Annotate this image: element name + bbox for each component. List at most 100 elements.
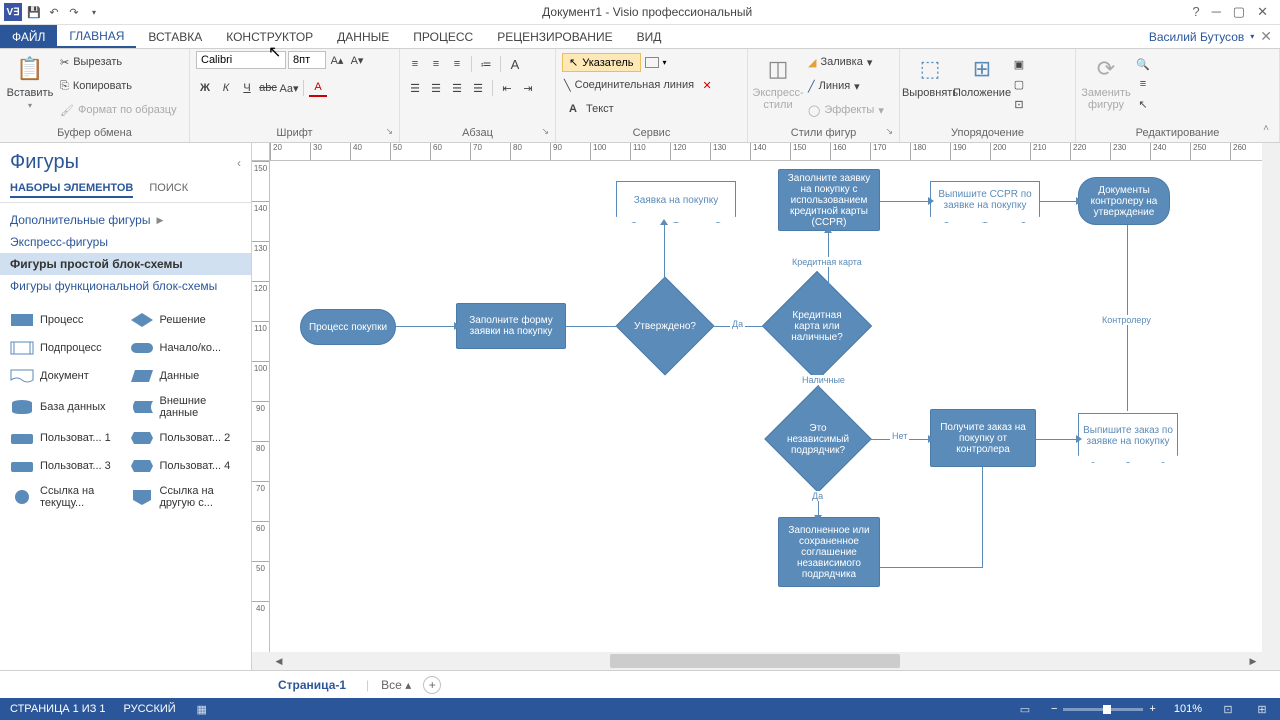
font-color-button[interactable]: A [309,79,327,97]
cat-functional-flow[interactable]: Фигуры функциональной блок-схемы [0,275,251,297]
tab-review[interactable]: РЕЦЕНЗИРОВАНИЕ [485,25,624,48]
shape-startend[interactable]: Начало/ко... [130,339,242,357]
close-icon[interactable]: ✕ [1257,4,1268,20]
flowchart-document[interactable]: Выпишите CCPR по заявке на покупку [930,181,1040,223]
shape-process[interactable]: Процесс [10,311,122,329]
tab-data[interactable]: ДАННЫЕ [325,25,401,48]
position-button[interactable]: ⊞Положение [958,51,1006,99]
drawing-canvas[interactable]: Процесс покупкиЗаполните форму заявки на… [270,161,1262,652]
collapse-ribbon-icon[interactable]: ˄ [1263,120,1269,138]
tab-design[interactable]: КОНСТРУКТОР [214,25,325,48]
connector[interactable] [664,223,665,291]
connector[interactable] [982,467,983,567]
paste-button[interactable]: 📋 Вставить ▾ [6,51,54,110]
font-launcher-icon[interactable]: ↘ [385,122,393,140]
horizontal-scrollbar[interactable]: ◀ ▶ [270,652,1262,670]
connector-tool[interactable]: ╲Соединительная линия✕ [562,74,718,96]
indent-dec-icon[interactable]: ⇤ [498,79,516,97]
undo-icon[interactable]: ↶ [46,4,62,20]
tab-insert[interactable]: ВСТАВКА [136,25,214,48]
save-icon[interactable]: 💾 [26,4,42,20]
zoom-control[interactable]: − + [1051,703,1156,715]
help-icon[interactable]: ? [1192,4,1199,20]
cut-button[interactable]: ✂Вырезать [58,51,179,73]
format-painter-button[interactable]: 🖌Формат по образцу [58,99,179,121]
flowchart-process[interactable]: Получите заказ на покупку от контролера [930,409,1036,467]
flowchart-terminator[interactable]: Процесс покупки [300,309,396,345]
cat-express[interactable]: Экспресс-фигуры [0,231,251,253]
flowchart-document[interactable]: Выпишите заказ по заявке на покупку [1078,413,1178,463]
delete-icon[interactable]: ✕ [698,76,716,94]
scroll-thumb[interactable] [610,654,900,668]
align-button[interactable]: ⬚Выровнять [906,51,954,99]
cat-simple-flow[interactable]: Фигуры простой блок-схемы [0,253,251,275]
group-icon[interactable]: ⊡ [1010,95,1028,113]
font-name-select[interactable]: Calibri [196,51,286,69]
send-back-icon[interactable]: ▢ [1010,75,1028,93]
rect-tool-icon[interactable] [645,57,659,68]
align-center-icon[interactable]: ☰ [427,79,445,97]
shape-document[interactable]: Документ [10,367,122,385]
shape-custom4[interactable]: Пользоват... 4 [130,457,242,475]
zoom-level[interactable]: 101% [1174,703,1202,715]
shape-subprocess[interactable]: Подпроцесс [10,339,122,357]
font-size-select[interactable]: 8пт [288,51,326,69]
language-indicator[interactable]: РУССКИЙ [124,703,176,715]
flowchart-terminator[interactable]: Документы контролеру на утверждение [1078,177,1170,225]
connector[interactable] [880,567,983,568]
user-menu[interactable]: Василий Бутусов ▾ ✕ [1141,25,1280,48]
connector[interactable] [566,326,626,327]
pan-icon[interactable]: ⊞ [1254,701,1270,717]
flowchart-document[interactable]: Заявка на покупку [616,181,736,223]
align-left-icon[interactable]: ☰ [406,79,424,97]
replace-shape-button[interactable]: ⟳Заменить фигуру [1082,51,1130,111]
align-right-icon[interactable]: ☰ [448,79,466,97]
qat-more-icon[interactable]: ▾ [86,4,102,20]
align-just-icon[interactable]: ☰ [469,79,487,97]
bring-front-icon[interactable]: ▣ [1010,55,1028,73]
select-icon[interactable]: ↖ [1134,95,1152,113]
zoom-in-icon[interactable]: + [1149,703,1155,715]
close-pane-icon[interactable]: ✕ [1260,28,1272,45]
fit-page-icon[interactable]: ⊡ [1220,701,1236,717]
align-mid-icon[interactable]: ≡ [427,55,445,73]
flowchart-process[interactable]: Заполненное или сохраненное соглашение н… [778,517,880,587]
connector[interactable] [1036,439,1078,440]
indent-inc-icon[interactable]: ⇥ [519,79,537,97]
grow-font-icon[interactable]: A▴ [328,51,346,69]
align-bot-icon[interactable]: ≡ [448,55,466,73]
macro-icon[interactable]: ▦ [194,701,210,717]
zoom-out-icon[interactable]: − [1051,703,1057,715]
layers-icon[interactable]: ≡ [1134,75,1152,93]
flowchart-decision[interactable]: Утверждено? [630,291,700,361]
text-tool[interactable]: AТекст [562,98,616,120]
page-tab-1[interactable]: Страница-1 [270,674,354,696]
connector[interactable] [1040,201,1078,202]
styles-launcher-icon[interactable]: ↘ [885,122,893,140]
scroll-left-icon[interactable]: ◀ [270,652,288,670]
shape-custom1[interactable]: Пользоват... 1 [10,429,122,447]
flowchart-process[interactable]: Заполните заявку на покупку с использова… [778,169,880,231]
maximize-icon[interactable]: ▢ [1233,4,1245,20]
underline-button[interactable]: Ч [238,79,256,97]
scroll-right-icon[interactable]: ▶ [1244,652,1262,670]
all-pages[interactable]: Все ▴ [381,678,411,692]
case-button[interactable]: Aa▾ [280,79,298,97]
flowchart-decision[interactable]: Кредитная карта или наличные? [778,287,856,365]
add-page-button[interactable]: + [423,676,441,694]
line-button[interactable]: ╱Линия▾ [806,75,886,97]
search-tab[interactable]: ПОИСК [149,182,188,198]
shrink-font-icon[interactable]: A▾ [348,51,366,69]
vertical-scrollbar[interactable] [1262,161,1280,652]
copy-button[interactable]: ⎘Копировать [58,75,179,97]
shape-decision[interactable]: Решение [130,311,242,329]
para-launcher-icon[interactable]: ↘ [541,122,549,140]
fill-button[interactable]: ◢Заливка▾ [806,51,886,73]
shape-refcur[interactable]: Ссылка на текущу... [10,485,122,509]
align-top-icon[interactable]: ≡ [406,55,424,73]
express-styles-button[interactable]: ◫ Экспресс-стили [754,51,802,111]
find-icon[interactable]: 🔍 [1134,55,1152,73]
tab-home[interactable]: ГЛАВНАЯ [57,25,136,48]
bullets-icon[interactable]: ≔ [477,55,495,73]
tab-file[interactable]: ФАЙЛ [0,25,57,48]
